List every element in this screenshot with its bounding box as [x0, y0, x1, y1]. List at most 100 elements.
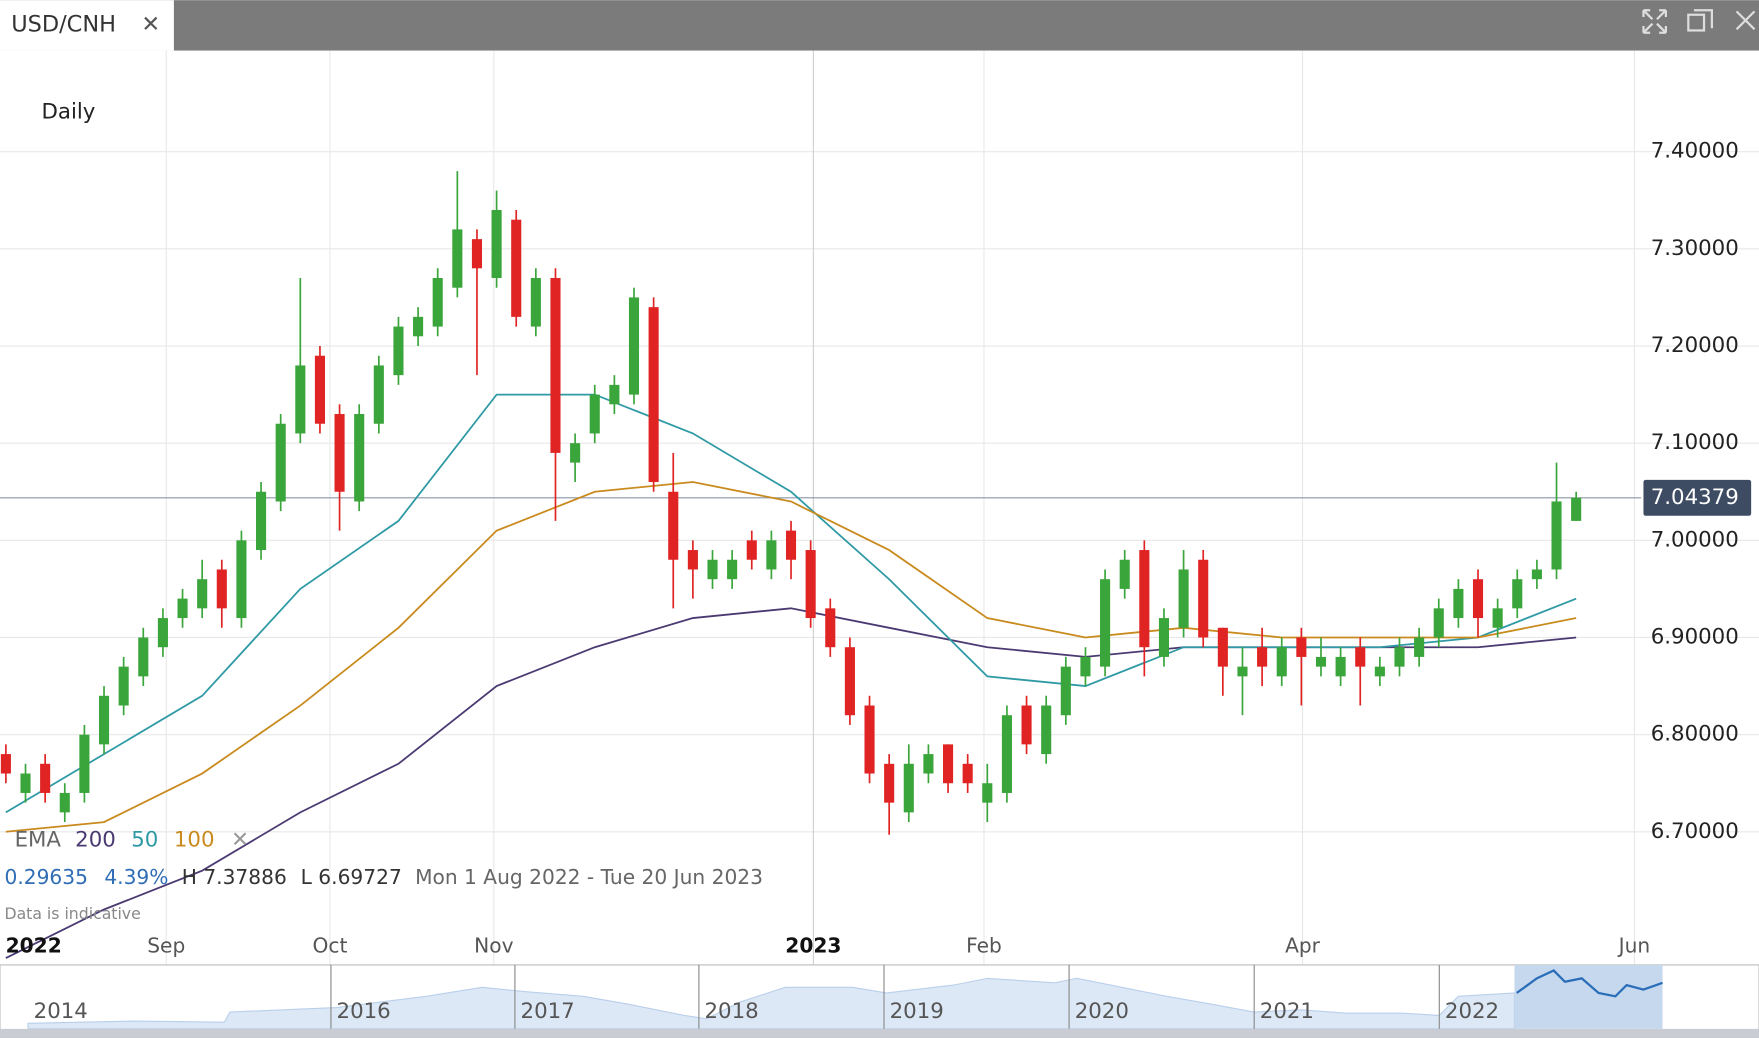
candle-body [628, 297, 640, 395]
navigator-window[interactable] [1514, 964, 1663, 1029]
tab-close[interactable]: ✕ [141, 11, 160, 37]
navigator-year: 2022 [1445, 999, 1499, 1024]
candle-body [785, 530, 797, 560]
y-tick-label: 6.90000 [1651, 624, 1739, 649]
candle-body [707, 559, 718, 580]
candle-body [1198, 559, 1209, 638]
x-tick-label: 2022 [6, 933, 62, 957]
indicator-remove[interactable]: ✕ [231, 827, 249, 852]
candle-body [1021, 705, 1032, 745]
candle-body [452, 229, 463, 288]
change: 0.29635 [4, 865, 87, 889]
candle-body [903, 763, 914, 813]
candle-body [1551, 501, 1562, 570]
candle-body [668, 491, 679, 560]
y-tick-label: 7.20000 [1651, 333, 1739, 358]
candle-body [982, 783, 993, 803]
candle-body [432, 277, 443, 327]
candle-body [471, 239, 483, 269]
tab[interactable] [0, 0, 174, 51]
window-icons[interactable] [1642, 9, 1756, 34]
candle-body [1394, 647, 1405, 667]
candle-body [1433, 608, 1444, 638]
candle-body [589, 394, 600, 434]
x-tick-label: Nov [474, 933, 513, 957]
candle-body [275, 423, 286, 502]
navigator-year: 2014 [34, 999, 88, 1024]
candle-body [530, 277, 541, 327]
y-tick-label: 6.80000 [1651, 722, 1739, 747]
y-axis: 6.70000 6.80000 6.90000 7.00000 7.10000 7.200… [1643, 139, 1752, 844]
ema-line [5, 481, 1577, 833]
candle-body [98, 695, 110, 745]
last-price-box [1643, 479, 1752, 516]
navigator-window-line [1516, 969, 1663, 998]
navigator-year: 2017 [521, 999, 575, 1024]
candle-body [138, 637, 149, 677]
candle-body [1414, 637, 1425, 657]
y-tick-label: 7.00000 [1651, 527, 1739, 552]
candle-body [1571, 497, 1582, 521]
candle-body [1276, 647, 1287, 677]
navigator-year: 2018 [704, 999, 758, 1024]
candle-body [491, 209, 502, 278]
ema-lines [5, 393, 1577, 959]
plot-area [0, 50, 1759, 965]
candle-body [1139, 550, 1150, 648]
interval: Daily [42, 99, 96, 124]
interval-button[interactable] [22, 89, 110, 135]
candle-body [79, 734, 90, 793]
date-range: Mon 1 Aug 2022 - Tue 20 Jun 2023 [415, 865, 763, 889]
candle-body [1296, 637, 1307, 657]
candle-body [727, 559, 738, 580]
candle-body [373, 365, 384, 424]
candle-body [20, 773, 31, 793]
y-tick-label: 6.70000 [1651, 819, 1739, 844]
last-price-label: 7.04379 [1651, 485, 1739, 510]
grid [0, 50, 1759, 965]
navigator-scrollbar[interactable] [0, 1028, 1759, 1038]
candle-body [1355, 647, 1366, 667]
candle-body [354, 414, 365, 502]
candle-body [1001, 715, 1012, 793]
tab-bar [0, 0, 1759, 51]
change-percent: 4.39% [104, 865, 168, 889]
candle-body [1492, 608, 1503, 628]
x-tick-label: Apr [1285, 933, 1321, 957]
x-axis: 2022 Sep Oct Nov 2023 Feb Apr Jun [6, 933, 1651, 957]
candle-body [157, 618, 168, 648]
navigator-year: 2019 [890, 999, 944, 1024]
candle-body [511, 219, 522, 317]
footnote: Data is indicative [4, 904, 140, 923]
x-tick-label: Feb [966, 933, 1002, 957]
candle-body [805, 550, 816, 619]
candle-body [746, 540, 757, 560]
candle-body [1100, 579, 1111, 667]
navigator-history [27, 977, 1516, 1030]
candle-body [609, 384, 620, 405]
navigator-dividers [330, 964, 1440, 1029]
tab-title: USD/CNH [11, 11, 116, 37]
candle-body [40, 763, 51, 793]
candle-body [197, 579, 208, 609]
candle-body [1453, 588, 1464, 619]
candles [0, 171, 1582, 835]
candle-body [1119, 559, 1130, 589]
navigator-year: 2016 [337, 999, 391, 1024]
candle-body [766, 540, 777, 570]
legend-entry: 50 [131, 827, 158, 852]
candle-body [0, 754, 11, 774]
navigator-year: 2020 [1075, 999, 1129, 1024]
candle-body [216, 569, 227, 609]
candle-body [1041, 705, 1052, 755]
legend-entry: 100 [174, 827, 215, 852]
candle-body [1472, 579, 1484, 619]
navigator-year: 2021 [1260, 999, 1314, 1024]
candle-body [1374, 666, 1385, 677]
candle-body [118, 666, 129, 706]
x-tick-label: Sep [147, 933, 185, 957]
navigator: 2014 2016 2017 2018 2019 2020 2021 2022 [0, 964, 1759, 1038]
candle-body [550, 277, 561, 453]
